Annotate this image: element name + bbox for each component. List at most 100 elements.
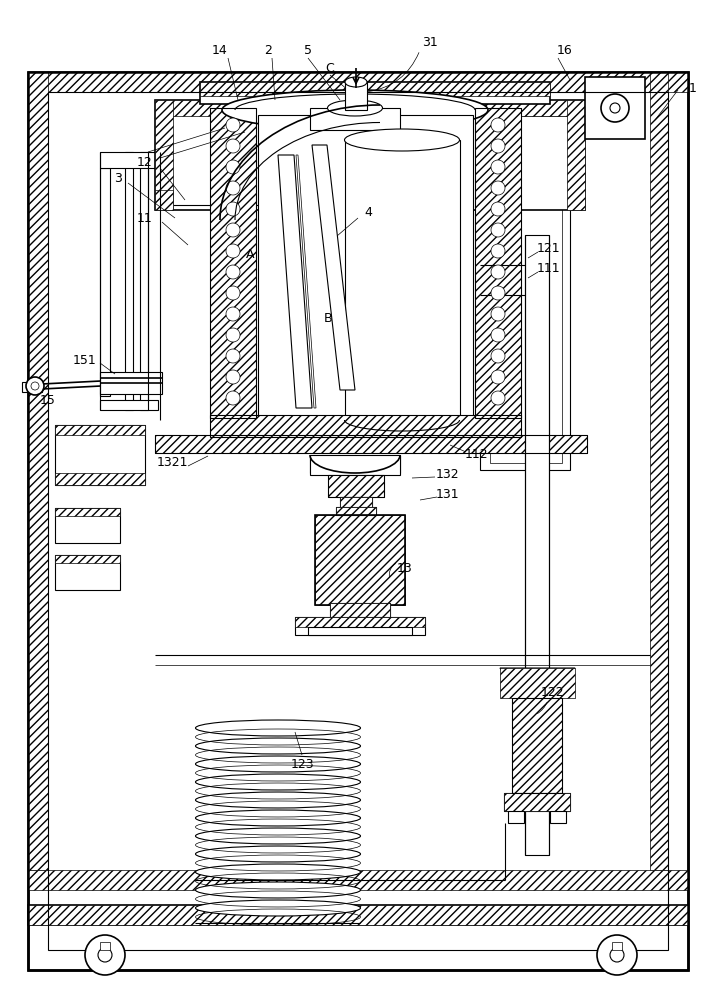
Text: 112: 112 — [464, 448, 488, 462]
Text: 151: 151 — [73, 354, 97, 366]
Bar — [100, 942, 110, 950]
Ellipse shape — [195, 810, 361, 826]
Bar — [55, 425, 145, 435]
Circle shape — [98, 948, 112, 962]
Circle shape — [491, 160, 505, 174]
Bar — [28, 905, 688, 925]
Polygon shape — [312, 145, 355, 390]
Circle shape — [226, 286, 240, 300]
Bar — [512, 698, 562, 793]
Ellipse shape — [195, 792, 361, 808]
Bar — [650, 72, 668, 870]
Bar — [210, 108, 256, 418]
Text: 131: 131 — [435, 488, 459, 500]
Circle shape — [491, 181, 505, 195]
Bar — [315, 515, 405, 605]
Circle shape — [226, 181, 240, 195]
Bar — [295, 617, 425, 635]
Circle shape — [491, 244, 505, 258]
Bar — [155, 100, 173, 210]
Bar — [504, 793, 570, 811]
Bar — [155, 435, 587, 453]
Bar — [475, 108, 521, 418]
Bar — [55, 508, 120, 543]
Bar — [155, 100, 585, 210]
Bar — [345, 140, 460, 420]
Bar — [165, 110, 465, 205]
Bar — [258, 115, 473, 420]
Circle shape — [226, 349, 240, 363]
Bar — [550, 811, 566, 823]
Bar — [340, 497, 372, 507]
Circle shape — [226, 118, 240, 132]
Bar — [485, 100, 585, 116]
Text: 12: 12 — [137, 155, 153, 168]
Bar — [490, 148, 562, 463]
Bar — [155, 435, 587, 453]
Bar — [475, 108, 521, 418]
Text: 1321: 1321 — [156, 456, 188, 468]
Text: 5: 5 — [304, 43, 312, 56]
Bar — [100, 372, 162, 394]
Text: C: C — [325, 62, 334, 75]
Bar — [55, 473, 145, 485]
Ellipse shape — [195, 882, 361, 898]
Bar — [310, 455, 400, 475]
Ellipse shape — [195, 828, 361, 844]
Ellipse shape — [344, 129, 460, 151]
Circle shape — [226, 307, 240, 321]
Bar — [100, 400, 158, 410]
Bar — [28, 72, 688, 92]
Bar — [28, 72, 48, 870]
Bar — [310, 108, 400, 130]
Bar — [200, 82, 550, 104]
Circle shape — [226, 265, 240, 279]
Text: 4: 4 — [364, 206, 372, 219]
Bar — [340, 497, 372, 507]
Bar — [100, 152, 158, 168]
Circle shape — [85, 935, 125, 975]
Ellipse shape — [328, 100, 382, 116]
Bar — [328, 475, 384, 497]
Ellipse shape — [195, 774, 361, 790]
Ellipse shape — [195, 720, 361, 736]
Text: 122: 122 — [540, 686, 564, 698]
Bar — [28, 72, 688, 970]
Circle shape — [226, 223, 240, 237]
Ellipse shape — [195, 738, 361, 754]
Text: 132: 132 — [435, 468, 459, 482]
Circle shape — [610, 103, 620, 113]
Circle shape — [226, 370, 240, 384]
Bar — [210, 108, 256, 418]
Bar — [504, 793, 570, 811]
Bar — [100, 168, 110, 396]
Bar — [200, 82, 550, 96]
Bar — [55, 555, 120, 563]
Circle shape — [491, 202, 505, 216]
Circle shape — [226, 160, 240, 174]
Text: 11: 11 — [137, 212, 153, 225]
Circle shape — [491, 307, 505, 321]
Circle shape — [226, 139, 240, 153]
Bar — [55, 555, 120, 590]
Bar — [336, 507, 376, 515]
Text: 3: 3 — [114, 172, 122, 184]
Circle shape — [601, 94, 629, 122]
Bar — [28, 905, 688, 925]
Ellipse shape — [222, 90, 488, 130]
Bar — [330, 603, 390, 617]
Bar — [612, 942, 622, 950]
Circle shape — [226, 202, 240, 216]
Circle shape — [610, 948, 624, 962]
Circle shape — [491, 118, 505, 132]
Ellipse shape — [195, 756, 361, 772]
Bar — [125, 152, 133, 410]
Text: 1: 1 — [689, 82, 697, 95]
Circle shape — [226, 391, 240, 405]
Bar — [500, 668, 575, 698]
Text: 14: 14 — [212, 43, 228, 56]
Ellipse shape — [345, 77, 367, 87]
Text: 123: 123 — [290, 758, 314, 772]
Bar — [210, 415, 521, 437]
Bar — [328, 475, 384, 497]
